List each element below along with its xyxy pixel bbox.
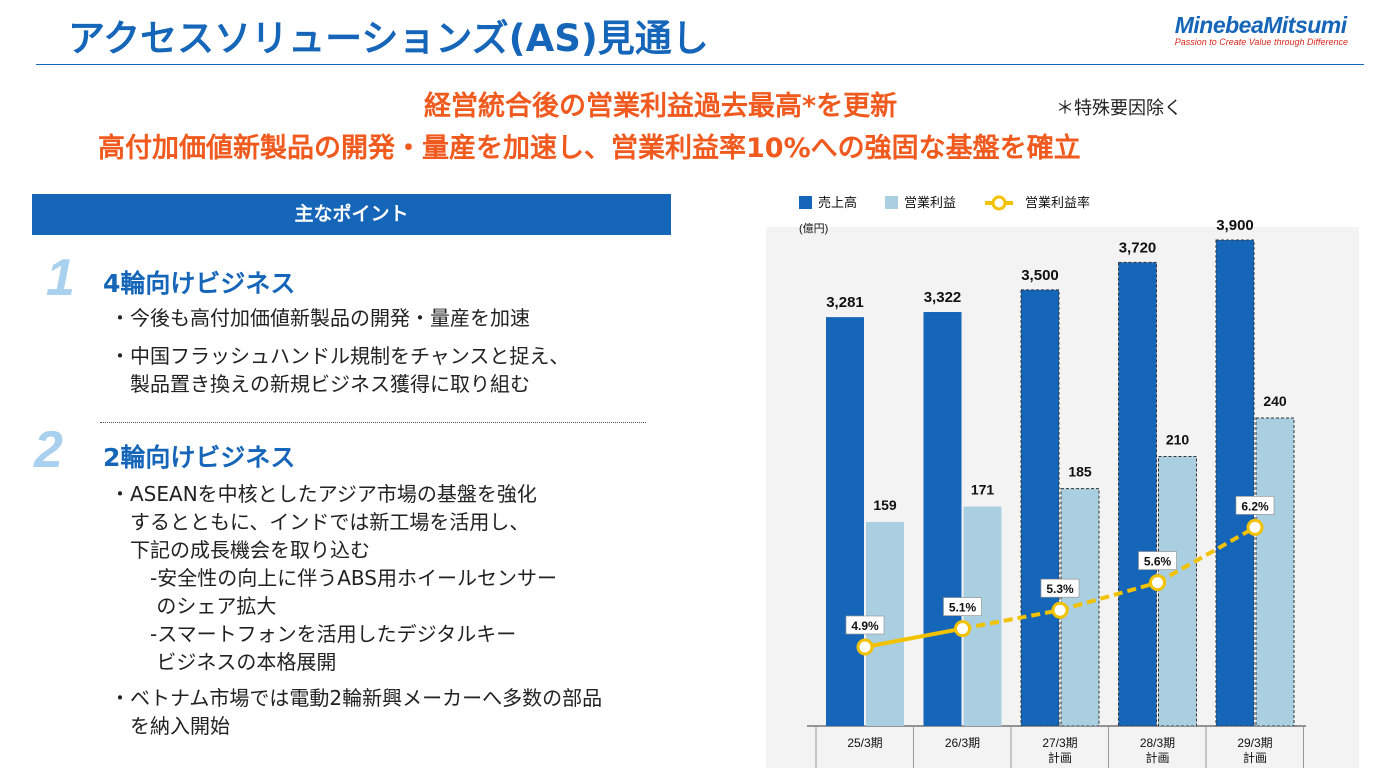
bullet-text: するとともに、インドでは新工場を活用し、 bbox=[110, 510, 530, 534]
logo-name: MinebeaMitsumi bbox=[1174, 12, 1347, 38]
bullet-text: ・ベトナム市場では電動2輪新興メーカーへ多数の部品 bbox=[110, 686, 603, 710]
section-title-2: 2輪向けビジネス bbox=[103, 443, 296, 472]
data-label-sales: 3,322 bbox=[924, 289, 962, 306]
data-label-margin: 6.2% bbox=[1241, 499, 1269, 513]
bullet-text: ビジネスの本格展開 bbox=[110, 650, 337, 674]
x-tick-label: 計画 bbox=[1243, 750, 1267, 765]
data-label-box-margin bbox=[845, 615, 885, 635]
legend-swatch-sales bbox=[799, 196, 812, 209]
data-label-margin: 5.6% bbox=[1144, 555, 1172, 569]
point-margin bbox=[856, 638, 874, 656]
bullet-text: -安全性の向上に伴うABS用ホイールセンサー bbox=[110, 566, 557, 590]
point-margin bbox=[1246, 518, 1264, 536]
page-title: アクセスソリューションズ(AS)見通し bbox=[68, 17, 709, 60]
x-tick-label: 25/3期 bbox=[847, 736, 882, 750]
company-logo: MinebeaMitsumi Passion to Create Value t… bbox=[1175, 12, 1348, 47]
chart-svg: 売上高 営業利益 営業利益率 (億円) 3,281 159 25/3期 3,322 171 26/… bbox=[766, 195, 1359, 768]
legend-label-sales: 売上高 bbox=[818, 195, 857, 210]
data-label-profit: 240 bbox=[1263, 393, 1287, 409]
bar-profit bbox=[1158, 456, 1197, 727]
legend-marker-margin bbox=[991, 195, 1007, 211]
section-title-1: 4輪向けビジネス bbox=[103, 269, 296, 298]
data-label-sales: 3,720 bbox=[1119, 239, 1157, 256]
bar-sales bbox=[826, 317, 864, 726]
sales-profit-chart: 売上高 営業利益 営業利益率 (億円) 3,281 159 25/3期 3,322 171 26/… bbox=[763, 185, 1363, 772]
point-margin bbox=[1149, 574, 1166, 592]
data-label-sales: 3,500 bbox=[1021, 267, 1059, 284]
data-label-box-margin bbox=[1235, 496, 1275, 515]
series-line-margin-planned bbox=[1059, 580, 1159, 613]
bar-sales bbox=[1215, 239, 1255, 727]
series-line-margin bbox=[864, 626, 963, 649]
data-label-margin: 5.1% bbox=[949, 601, 977, 615]
data-label-box-margin bbox=[943, 597, 982, 616]
logo-tagline: Passion to Create Value through Differen… bbox=[1174, 37, 1348, 47]
bar-profit bbox=[1255, 417, 1295, 727]
section-number-2: 2 bbox=[34, 421, 63, 479]
data-label-box-margin bbox=[1040, 578, 1080, 598]
x-tick-label: 27/3期 bbox=[1042, 736, 1077, 750]
bullet-text: 製品置き換えの新規ビジネス獲得に取り組む bbox=[110, 372, 530, 396]
headline-note: ＊特殊要因除く bbox=[1056, 98, 1182, 119]
point-margin bbox=[954, 620, 971, 638]
data-label-margin: 5.3% bbox=[1046, 582, 1074, 596]
bar-profit bbox=[963, 506, 1002, 726]
bullet-text: -スマートフォンを活用したデジタルキー bbox=[110, 622, 517, 646]
bar-sales bbox=[1118, 261, 1157, 727]
section-divider bbox=[100, 422, 646, 423]
x-tick-label: 計画 bbox=[1145, 750, 1169, 765]
section-number-1: 1 bbox=[46, 249, 75, 307]
bullet-text: ・中国フラッシュハンドル規制をチャンスと捉え、 bbox=[110, 344, 570, 368]
legend-swatch-profit bbox=[885, 196, 898, 209]
legend-label-margin: 営業利益率 bbox=[1025, 195, 1090, 210]
bullet-text: を納入開始 bbox=[110, 714, 230, 738]
key-points-header: 主なポイント bbox=[32, 194, 671, 235]
data-label-profit: 185 bbox=[1068, 464, 1092, 480]
bar-profit bbox=[1060, 488, 1100, 727]
data-label-profit: 159 bbox=[873, 497, 897, 513]
point-margin bbox=[1051, 601, 1069, 619]
x-tick-label: 29/3期 bbox=[1237, 736, 1272, 750]
bar-sales bbox=[923, 312, 962, 726]
series-line-margin-planned bbox=[962, 608, 1061, 631]
bullet-text: 下記の成長機会を取り込む bbox=[110, 538, 370, 562]
bullet-text: のシェア拡大 bbox=[110, 594, 277, 618]
bar-sales bbox=[1020, 289, 1060, 727]
data-label-profit: 210 bbox=[1166, 432, 1190, 448]
x-tick-label: 26/3期 bbox=[945, 736, 980, 750]
legend-label-profit: 営業利益 bbox=[904, 195, 956, 210]
x-tick-label: 計画 bbox=[1048, 750, 1072, 765]
unit-label: (億円) bbox=[799, 222, 828, 235]
data-label-sales: 3,900 bbox=[1216, 217, 1254, 234]
data-label-margin: 4.9% bbox=[851, 619, 879, 633]
headline-sub: 高付加価値新製品の開発・量産を加速し、営業利益率10%への強固な基盤を確立 bbox=[98, 133, 1081, 164]
bullet-text: ・今後も高付加価値新製品の開発・量産を加速 bbox=[110, 306, 530, 330]
headline-main: 経営統合後の営業利益過去最高*を更新 bbox=[424, 91, 898, 122]
x-tick-label: 28/3期 bbox=[1140, 736, 1175, 750]
data-label-sales: 3,281 bbox=[826, 294, 864, 311]
data-label-profit: 171 bbox=[971, 482, 995, 498]
series-line-margin-planned bbox=[1156, 525, 1256, 585]
bullet-text: ・ASEANを中核としたアジア市場の基盤を強化 bbox=[110, 482, 537, 506]
header-divider bbox=[36, 64, 1364, 65]
data-label-box-margin bbox=[1138, 551, 1177, 570]
